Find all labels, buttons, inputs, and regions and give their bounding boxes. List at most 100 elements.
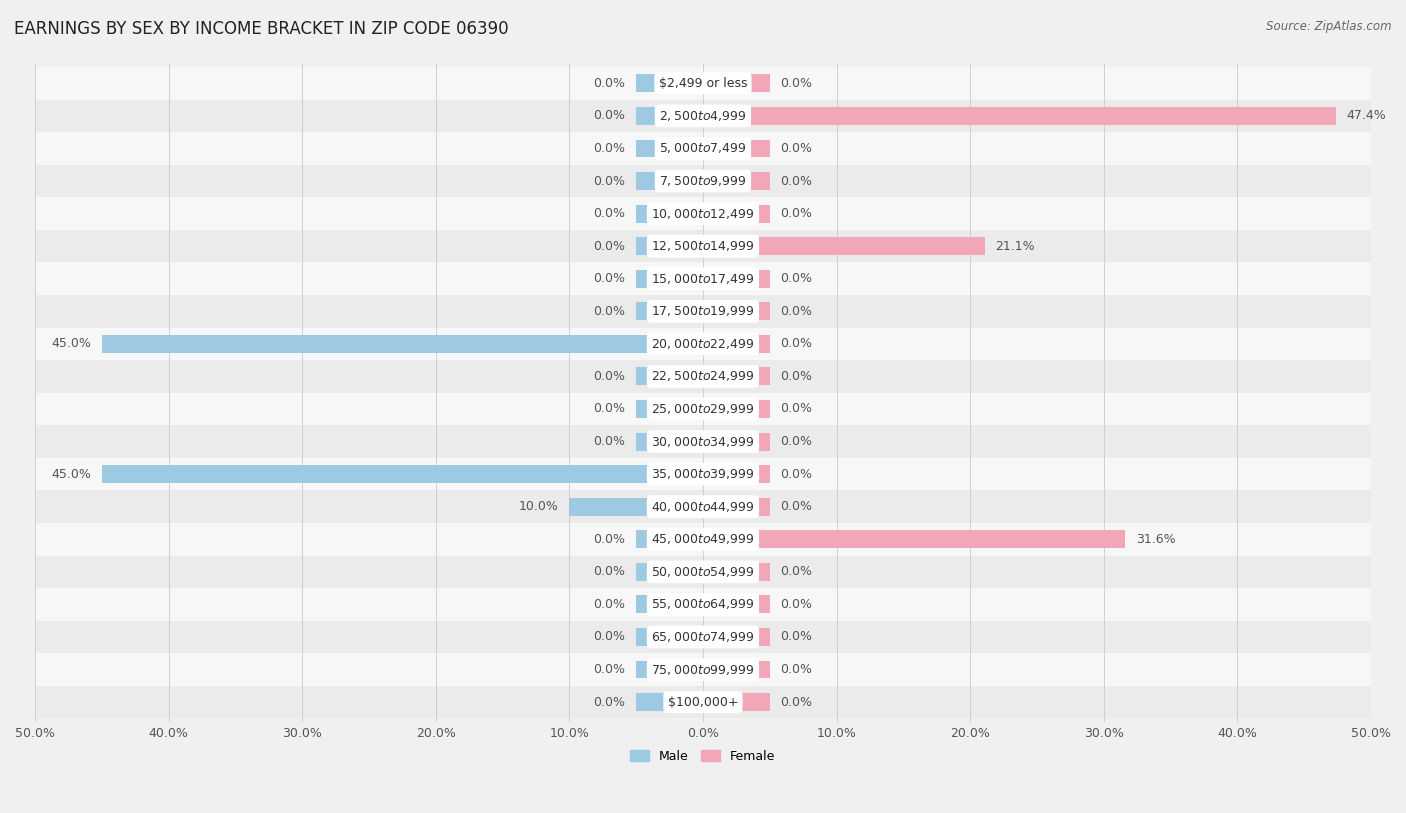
Bar (35, 328, 1371, 360)
Text: $12,500 to $14,999: $12,500 to $14,999 (651, 239, 755, 253)
Bar (35, 133, 1371, 165)
Text: $100,000+: $100,000+ (668, 696, 738, 709)
Text: 0.0%: 0.0% (593, 272, 626, 285)
Text: $5,000 to $7,499: $5,000 to $7,499 (659, 141, 747, 155)
Bar (35, 393, 1371, 425)
Bar (35, 490, 1371, 523)
Bar (636, 595, 703, 613)
Text: 0.0%: 0.0% (780, 435, 813, 448)
Text: 0.0%: 0.0% (593, 207, 626, 220)
Text: 0.0%: 0.0% (593, 565, 626, 578)
Bar (703, 400, 769, 418)
Bar (35, 555, 1371, 588)
Bar (636, 237, 703, 255)
Bar (703, 270, 769, 288)
Bar (636, 693, 703, 711)
Text: 47.4%: 47.4% (1347, 110, 1386, 123)
Bar (636, 74, 703, 93)
Text: $2,500 to $4,999: $2,500 to $4,999 (659, 109, 747, 123)
Text: 0.0%: 0.0% (593, 435, 626, 448)
Text: $40,000 to $44,999: $40,000 to $44,999 (651, 500, 755, 514)
Text: 0.0%: 0.0% (593, 663, 626, 676)
Bar (636, 172, 703, 190)
Text: 45.0%: 45.0% (51, 337, 91, 350)
Bar (35, 425, 1371, 458)
Bar (703, 563, 769, 580)
Legend: Male, Female: Male, Female (626, 745, 780, 768)
Text: 45.0%: 45.0% (51, 467, 91, 480)
Bar (35, 686, 1371, 719)
Text: 0.0%: 0.0% (593, 142, 626, 155)
Text: $50,000 to $54,999: $50,000 to $54,999 (651, 565, 755, 579)
Text: 0.0%: 0.0% (593, 240, 626, 253)
Text: $7,500 to $9,999: $7,500 to $9,999 (659, 174, 747, 188)
Bar (35, 588, 1371, 620)
Text: $2,499 or less: $2,499 or less (658, 76, 747, 89)
Bar (703, 628, 769, 646)
Bar (703, 530, 1125, 548)
Bar (35, 654, 1371, 686)
Text: 0.0%: 0.0% (593, 598, 626, 611)
Bar (35, 100, 1371, 133)
Text: 0.0%: 0.0% (780, 500, 813, 513)
Bar (703, 172, 769, 190)
Bar (636, 433, 703, 450)
Text: EARNINGS BY SEX BY INCOME BRACKET IN ZIP CODE 06390: EARNINGS BY SEX BY INCOME BRACKET IN ZIP… (14, 20, 509, 38)
Bar (35, 295, 1371, 328)
Bar (636, 367, 703, 385)
Text: 0.0%: 0.0% (593, 110, 626, 123)
Bar (636, 270, 703, 288)
Text: 0.0%: 0.0% (780, 370, 813, 383)
Bar (101, 335, 703, 353)
Bar (636, 205, 703, 223)
Text: 0.0%: 0.0% (593, 630, 626, 643)
Bar (35, 230, 1371, 263)
Bar (636, 140, 703, 158)
Text: $45,000 to $49,999: $45,000 to $49,999 (651, 533, 755, 546)
Bar (636, 563, 703, 580)
Bar (636, 400, 703, 418)
Text: Source: ZipAtlas.com: Source: ZipAtlas.com (1267, 20, 1392, 33)
Bar (703, 237, 984, 255)
Text: 0.0%: 0.0% (780, 565, 813, 578)
Text: 0.0%: 0.0% (593, 370, 626, 383)
Text: 0.0%: 0.0% (593, 402, 626, 415)
Text: 0.0%: 0.0% (780, 305, 813, 318)
Text: 0.0%: 0.0% (780, 696, 813, 709)
Text: $30,000 to $34,999: $30,000 to $34,999 (651, 435, 755, 449)
Text: 21.1%: 21.1% (995, 240, 1035, 253)
Bar (636, 661, 703, 679)
Text: 0.0%: 0.0% (780, 272, 813, 285)
Text: $65,000 to $74,999: $65,000 to $74,999 (651, 630, 755, 644)
Bar (703, 433, 769, 450)
Text: 0.0%: 0.0% (780, 630, 813, 643)
Bar (35, 67, 1371, 100)
Text: $55,000 to $64,999: $55,000 to $64,999 (651, 598, 755, 611)
Bar (703, 498, 769, 515)
Bar (703, 595, 769, 613)
Text: 0.0%: 0.0% (593, 305, 626, 318)
Bar (35, 165, 1371, 198)
Bar (101, 465, 703, 483)
Text: $10,000 to $12,499: $10,000 to $12,499 (651, 207, 755, 220)
Bar (636, 628, 703, 646)
Text: 0.0%: 0.0% (593, 76, 626, 89)
Bar (35, 523, 1371, 555)
Text: 0.0%: 0.0% (780, 402, 813, 415)
Text: $35,000 to $39,999: $35,000 to $39,999 (651, 467, 755, 481)
Text: $22,500 to $24,999: $22,500 to $24,999 (651, 369, 755, 384)
Text: $75,000 to $99,999: $75,000 to $99,999 (651, 663, 755, 676)
Text: 31.6%: 31.6% (1136, 533, 1175, 546)
Text: $20,000 to $22,499: $20,000 to $22,499 (651, 337, 755, 351)
Bar (35, 198, 1371, 230)
Bar (35, 620, 1371, 654)
Bar (703, 693, 769, 711)
Bar (569, 498, 703, 515)
Bar (703, 107, 1336, 125)
Bar (636, 530, 703, 548)
Text: $25,000 to $29,999: $25,000 to $29,999 (651, 402, 755, 416)
Bar (35, 263, 1371, 295)
Text: 0.0%: 0.0% (593, 175, 626, 188)
Bar (35, 458, 1371, 490)
Bar (703, 74, 769, 93)
